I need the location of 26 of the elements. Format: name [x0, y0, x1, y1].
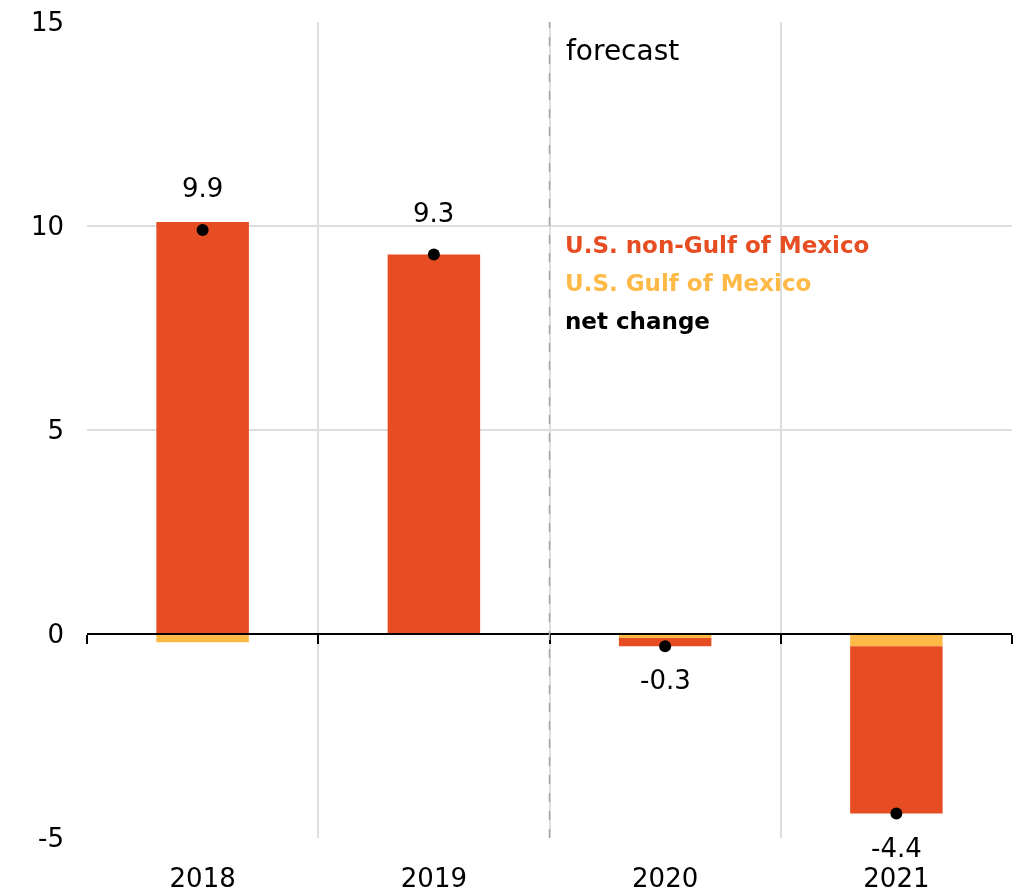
y-tick-label: 10 [30, 211, 64, 242]
data-label: 9.9 [182, 173, 224, 203]
bar [850, 646, 943, 814]
point [659, 640, 672, 653]
y-tick-label: -5 [38, 823, 64, 854]
x-tick-label: 2021 [863, 863, 930, 893]
data-label: -0.3 [640, 665, 691, 695]
bar [850, 634, 943, 647]
point [427, 248, 440, 261]
y-tick-label: 15 [30, 7, 64, 38]
bar [618, 638, 712, 647]
text: U.S. non-Gulf of Mexico [565, 232, 870, 258]
data-label: 9.3 [413, 198, 455, 228]
text: U.S. Gulf of Mexico [565, 270, 812, 296]
point [890, 807, 903, 820]
bar [156, 221, 249, 634]
y-tick-label: 5 [47, 415, 64, 446]
y-tick-label: 0 [47, 619, 64, 650]
x-tick-label: 2019 [400, 863, 467, 893]
bar [387, 254, 481, 634]
x-tick-label: 2020 [632, 863, 699, 893]
x-tick-label: 2018 [169, 863, 236, 893]
point [196, 224, 209, 237]
text: net change [565, 308, 710, 334]
data-label: -4.4 [871, 833, 922, 863]
ref-line-label: forecast [566, 34, 680, 67]
